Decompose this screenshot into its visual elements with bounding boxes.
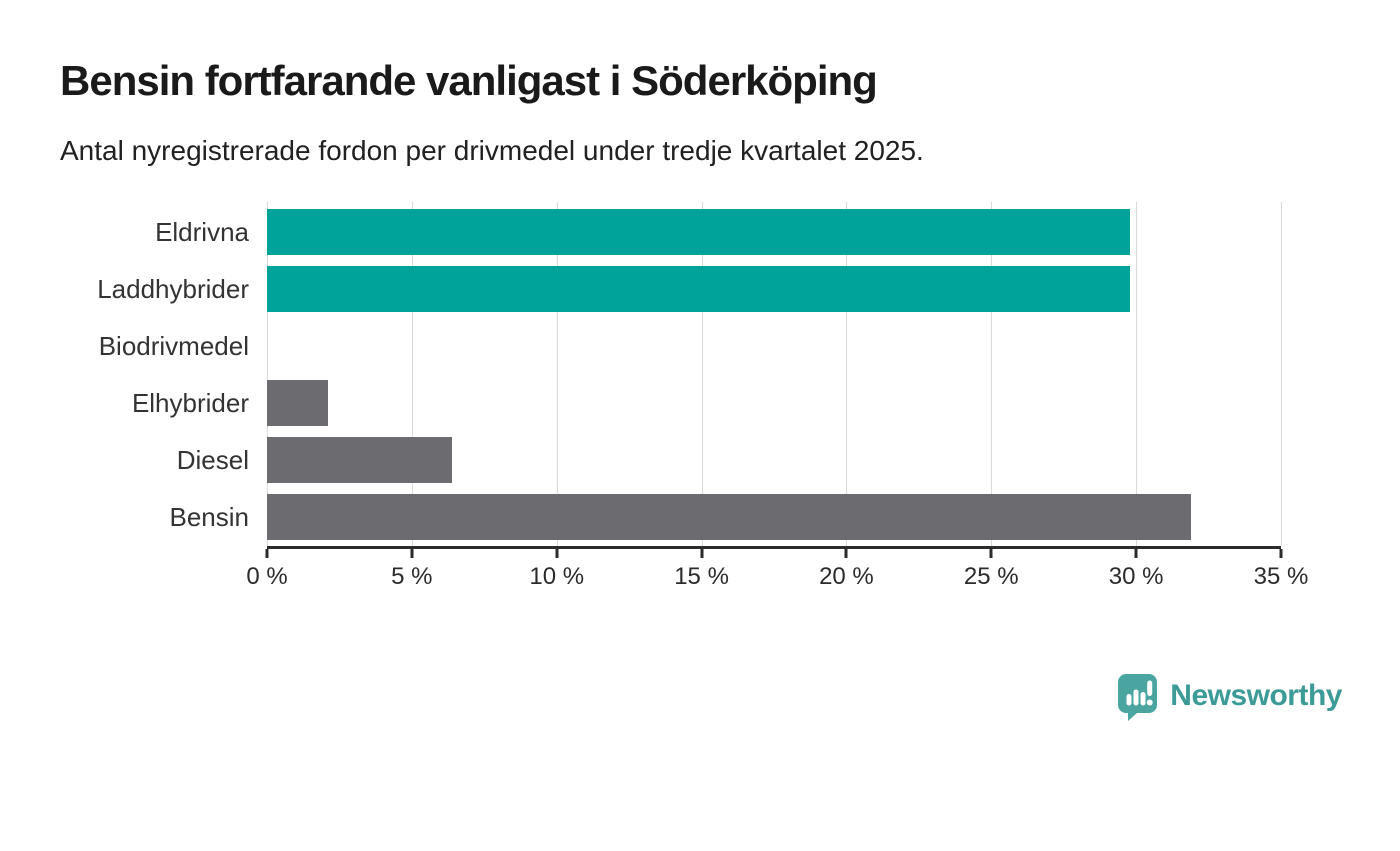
newsworthy-logo-text: Newsworthy — [1170, 679, 1342, 713]
gridline — [1281, 201, 1282, 546]
gridline — [556, 201, 558, 546]
bar-eldrivna — [267, 209, 1131, 256]
gridline — [846, 201, 848, 546]
axis-tick-label: 35 % — [1253, 562, 1309, 590]
chart-title: Bensin fortfarande vanligast i Söderköpi… — [60, 57, 878, 104]
category-label: Bensin — [169, 501, 250, 532]
chart-subtitle: Antal nyregistrerade fordon per drivmede… — [60, 135, 924, 167]
axis-tick — [410, 548, 414, 558]
axis-tick — [844, 548, 848, 558]
bar-laddhybrider — [267, 266, 1131, 313]
plot-area — [267, 201, 1282, 546]
bar-row — [267, 261, 1281, 318]
axis-tick — [265, 548, 269, 558]
category-label: Diesel — [176, 444, 249, 475]
gridline — [1136, 201, 1138, 546]
x-axis: 0 % 5 % 10 % 15 % 20 % 25 % 30 % 35 % — [246, 545, 1308, 598]
axis-tick — [555, 548, 559, 558]
bar-row — [267, 432, 1281, 489]
infographic: Bensin fortfarande vanligast i Söderköpi… — [0, 57, 1400, 721]
category-label: Elhybrider — [131, 387, 249, 418]
axis-tick-label: 10 % — [529, 562, 585, 590]
axis-tick — [700, 548, 704, 558]
category-label: Laddhybrider — [97, 273, 249, 304]
bar-row — [267, 375, 1281, 432]
bar-chart: Eldrivna Laddhybrider Biodrivmedel Elhybrid… — [0, 201, 1400, 598]
gridline — [411, 201, 413, 546]
axis-tick-label: 15 % — [674, 562, 729, 590]
newsworthy-logo-icon — [1116, 672, 1159, 721]
bar-row — [267, 318, 1281, 375]
axis-tick — [989, 548, 993, 558]
axis-tick — [1279, 548, 1283, 558]
axis-tick-label: 30 % — [1108, 562, 1164, 590]
chart-body: Eldrivna Laddhybrider Biodrivmedel Elhybrid… — [60, 201, 1400, 546]
axis-tick — [1134, 548, 1138, 558]
bar-diesel — [267, 437, 453, 484]
gridline — [991, 201, 993, 546]
gridline — [267, 201, 268, 546]
bar-bensin — [267, 494, 1192, 541]
axis-tick-label: 20 % — [819, 562, 874, 590]
axis-tick-label: 25 % — [963, 562, 1019, 590]
gridline — [701, 201, 703, 546]
bar-row — [267, 489, 1281, 546]
axis-tick-label: 5 % — [391, 562, 433, 590]
axis-tick-label: 0 % — [246, 562, 288, 590]
category-labels: Eldrivna Laddhybrider Biodrivmedel Elhybrid… — [60, 202, 267, 546]
category-label: Eldrivna — [155, 216, 249, 247]
footer: Newsworthy — [0, 672, 1342, 721]
bar-elhybrider — [267, 380, 328, 427]
category-label: Biodrivmedel — [98, 330, 249, 361]
bar-row — [267, 204, 1281, 261]
